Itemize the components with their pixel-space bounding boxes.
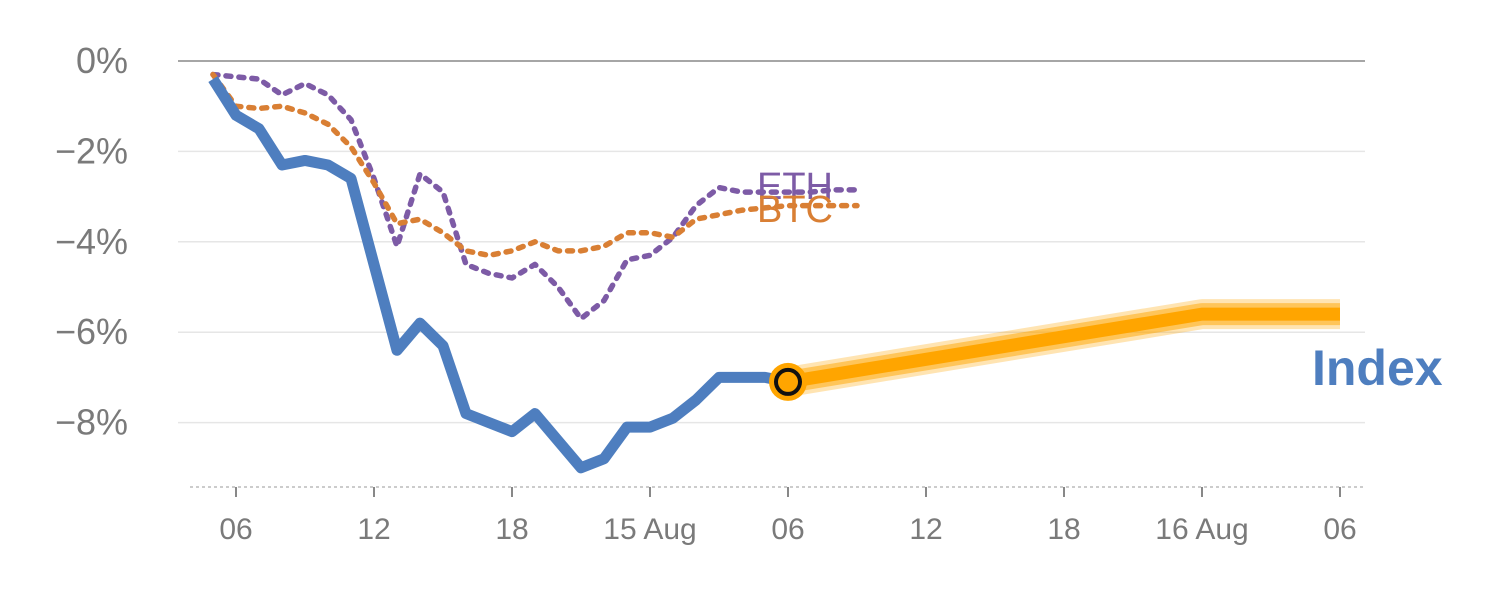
- current-value-marker: [769, 362, 807, 401]
- series-lines: [208, 71, 1340, 474]
- x-tick-label: 18: [1047, 513, 1080, 546]
- series-label-eth: ETH: [757, 166, 833, 208]
- y-tick-label: −6%: [55, 311, 128, 352]
- x-tick-label: 06: [219, 513, 252, 546]
- x-tick-label: 06: [1323, 513, 1356, 546]
- series-line-btc: [210, 71, 860, 259]
- x-tick-label: 12: [909, 513, 942, 546]
- x-tick-label: 18: [495, 513, 528, 546]
- y-tick-label: −2%: [55, 130, 128, 171]
- x-tick-label: 15 Aug: [603, 513, 696, 546]
- x-tick-label: 16 Aug: [1155, 513, 1248, 546]
- series-line-index: [208, 76, 790, 474]
- series-label-index: Index: [1312, 340, 1443, 396]
- x-axis-ticks: 06 12 18 15 Aug 06 12 18 16 Aug 06: [219, 487, 1357, 546]
- series-line-forecast: [786, 307, 1340, 389]
- y-tick-label: −4%: [55, 221, 128, 262]
- gridlines: [178, 60, 1365, 424]
- y-tick-label: 0%: [76, 40, 128, 81]
- marker-dot: [774, 367, 802, 396]
- x-tick-label: 06: [771, 513, 804, 546]
- y-tick-label: −8%: [55, 402, 128, 443]
- series-label-btc: BTC: [757, 189, 833, 231]
- series-line-eth: [210, 71, 860, 322]
- y-axis-ticks: 0% −2% −4% −6% −8%: [55, 40, 128, 443]
- x-tick-label: 12: [357, 513, 390, 546]
